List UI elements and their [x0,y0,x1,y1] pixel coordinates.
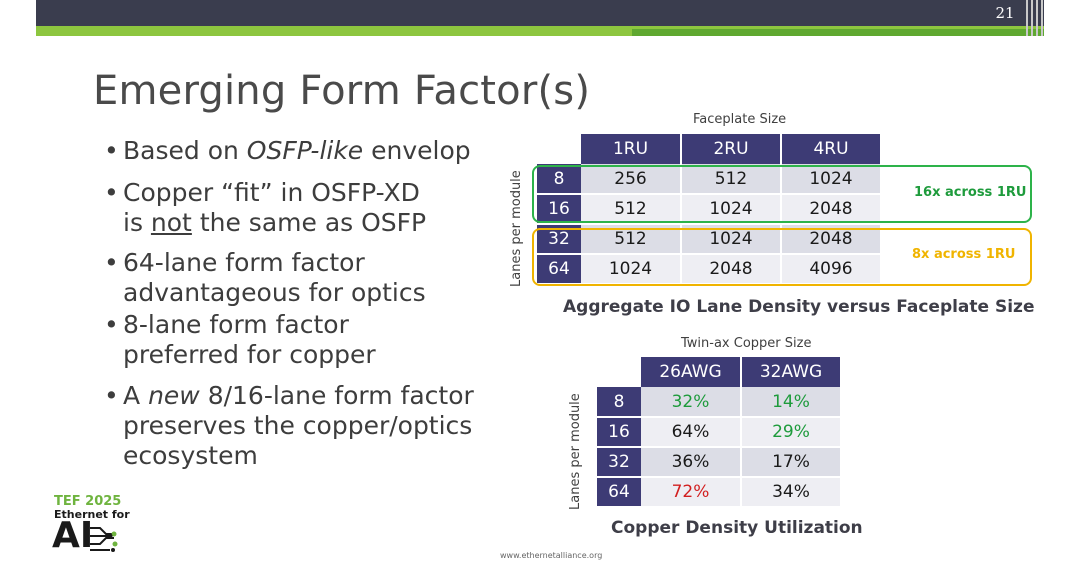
slide-title: Emerging Form Factor(s) [93,68,591,114]
table-cell: 36% [641,447,742,478]
table-row: 8 32% 14% [597,387,842,418]
table-cell: 1024 [681,194,782,225]
row-header: 16 [597,417,641,448]
footer-url: www.ethernetalliance.org [500,551,603,560]
header-stripes [1024,0,1046,36]
column-header: 32AWG [741,357,842,387]
header-bar [36,0,1044,26]
table-cell: 14% [741,387,842,418]
green-highlight-box [532,165,1032,223]
column-header: 4RU [781,134,882,164]
table-row: 32 512 1024 2048 [537,224,882,255]
table-corner [537,134,581,164]
table-row: 16 64% 29% [597,417,842,448]
bullet-text: Copper “fit” in OSFP-XD is not the same a… [123,178,427,237]
bullet-text: A new 8/16-lane form factor preserves the… [123,381,474,470]
table1-title: Aggregate IO Lane Density versus Facepla… [563,297,1035,317]
table-cell: 34% [741,477,842,508]
table-cell: 17% [741,447,842,478]
table-corner [597,357,641,387]
logo-line-3: AI [52,515,94,556]
table-row: 16 512 1024 2048 [537,194,882,225]
logo-line-2: Ethernet for [54,508,130,521]
logo-line-1: TEF 2025 [54,494,122,509]
table2-title: Copper Density Utilization [611,518,863,538]
header-accent-line [36,26,1044,36]
column-header: 2RU [681,134,782,164]
table-cell: 1024 [581,254,682,285]
bullet-dot: • [104,381,119,410]
bullet-text: 8-lane form factor preferred for copper [123,310,376,369]
table-cell: 4096 [781,254,882,285]
bullet-dot: • [104,178,119,207]
row-header: 32 [597,447,641,478]
table-cell: 29% [741,417,842,448]
slide-number: 21 [995,4,1015,22]
bullet-text: 64-lane form factor advantageous for opti… [123,248,426,307]
table1-column-caption: Faceplate Size [693,112,787,127]
green-note: 16x across 1RU [914,185,1027,200]
bullet-text: Based on OSFP-like envelop [123,136,471,165]
column-header: 26AWG [641,357,742,387]
table-cell: 72% [641,477,742,508]
row-header: 16 [537,194,581,225]
table1-row-caption: Lanes per module [509,170,524,287]
table-row: 64 1024 2048 4096 [537,254,882,285]
table-row: 8 256 512 1024 [537,164,882,195]
tef-logo: TEF 2025 Ethernet for AI [52,494,132,558]
table-cell: 256 [581,164,682,195]
row-header: 8 [537,164,581,195]
row-header: 64 [537,254,581,285]
copper-utilization-table: 26AWG 32AWG 8 32% 14% 16 64% 29% 32 36% 17% 64 72% 34… [597,357,842,508]
table-cell: 512 [681,164,782,195]
lane-density-table: 1RU 2RU 4RU 8 256 512 1024 16 512 1024 2048 32 512 10… [537,134,882,285]
table-row: 64 72% 34% [597,477,842,508]
table2-column-caption: Twin-ax Copper Size [681,336,812,351]
bullet-dot: • [104,310,119,339]
row-header: 64 [597,477,641,508]
circuit-icon [90,527,118,552]
bullet-dot: • [104,248,119,277]
yellow-note: 8x across 1RU [912,247,1016,262]
row-header: 8 [597,387,641,418]
header-accent-line-dark [632,29,1044,36]
table-cell: 1024 [781,164,882,195]
table-cell: 2048 [781,194,882,225]
table2-row-caption: Lanes per module [568,393,583,510]
table-cell: 32% [641,387,742,418]
table-cell: 2048 [681,254,782,285]
bullet-dot: • [104,136,119,165]
column-header: 1RU [581,134,682,164]
table-row: 32 36% 17% [597,447,842,478]
table-cell: 64% [641,417,742,448]
table-cell: 512 [581,194,682,225]
yellow-highlight-box [532,228,1032,286]
